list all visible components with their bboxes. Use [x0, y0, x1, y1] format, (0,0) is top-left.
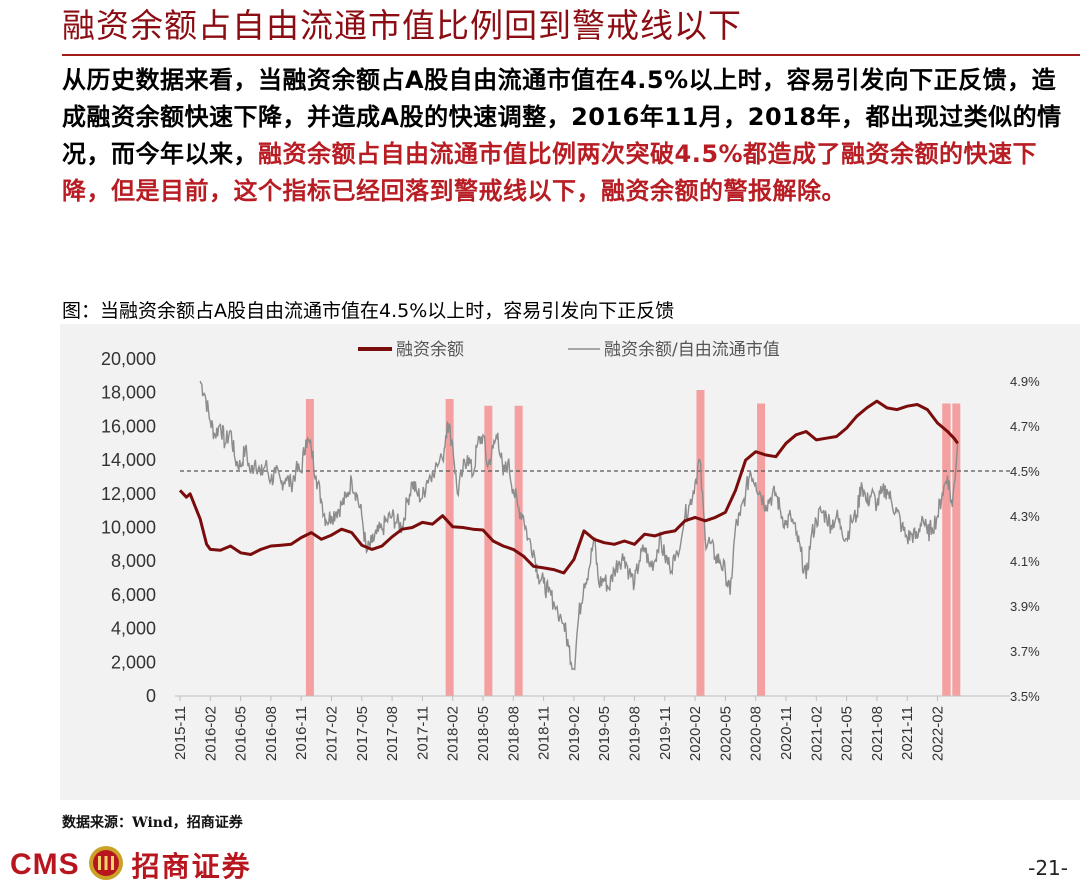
x-tick-label: 2016-05: [233, 706, 250, 761]
y-right-tick-label: 3.7%: [1010, 644, 1040, 659]
y-left-tick-label: 4,000: [111, 619, 156, 639]
alert-band-0: [305, 399, 314, 696]
x-tick-label: 2016-11: [293, 706, 310, 760]
series-margin-balance-line: [178, 399, 959, 575]
y-left-tick-label: 18,000: [101, 383, 156, 403]
data-source: 数据来源：Wind，招商证券: [62, 815, 243, 831]
alert-band-3: [514, 405, 523, 696]
x-tick-label: 2018-08: [505, 706, 522, 761]
y-right-tick-label: 3.5%: [1010, 689, 1040, 704]
alert-band-7: [952, 403, 961, 696]
logo-latin: CMS: [10, 848, 80, 881]
y-right-tick-label: 4.1%: [1010, 554, 1040, 569]
legend-label-series1: 融资余额: [396, 340, 464, 360]
x-tick-label: 2018-02: [445, 706, 462, 761]
logo-chinese: 招商证券: [131, 850, 252, 883]
alert-band-2: [484, 405, 493, 696]
y-right-tick-label: 4.9%: [1010, 374, 1040, 389]
x-tick-label: 2021-02: [808, 706, 825, 761]
alert-band-1: [445, 399, 454, 696]
y-right-tick-label: 4.7%: [1010, 419, 1040, 434]
x-tick-label: 2021-08: [869, 706, 886, 761]
x-tick-label: 2020-02: [687, 706, 704, 761]
title-divider: [62, 54, 1080, 56]
x-tick-label: 2019-02: [566, 706, 583, 761]
x-tick-label: 2020-08: [748, 706, 765, 761]
x-tick-label: 2019-08: [627, 706, 644, 761]
body-text-normal: 从历史数据来看，当融资余额占A股自由流通市值在4.5%以上时，容易引发向下正反馈…: [62, 66, 1062, 168]
x-tick-label: 2017-11: [414, 706, 431, 760]
y-left-tick-label: 10,000: [101, 518, 156, 538]
company-logo: CMS 招商证券: [10, 845, 252, 885]
y-left-tick-label: 6,000: [111, 585, 156, 605]
chart-caption: 图：当融资余额占A股自由流通市值在4.5%以上时，容易引发向下正反馈: [62, 300, 675, 322]
x-tick-label: 2017-05: [354, 706, 371, 761]
x-tick-label: 2021-11: [899, 706, 916, 760]
y-left-tick-label: 2,000: [111, 652, 156, 672]
x-tick-label: 2019-05: [596, 706, 613, 761]
legend-label-series2: 融资余额/自由流通市值: [604, 340, 780, 360]
page-number: -21-: [1028, 856, 1068, 880]
body-paragraph: 从历史数据来看，当融资余额占A股自由流通市值在4.5%以上时，容易引发向下正反馈…: [62, 62, 1070, 210]
series-ratio-line: [199, 380, 959, 671]
y-right-tick-label: 3.9%: [1010, 599, 1040, 614]
y-left-tick-label: 12,000: [101, 484, 156, 504]
x-tick-label: 2020-05: [717, 706, 734, 761]
chart-panel: 20,000 18,000 16,000 14,000 12,000 10,000 8,00…: [60, 324, 1080, 800]
y-left-tick-label: 20,000: [101, 349, 156, 369]
y-left-tick-label: 14,000: [101, 450, 156, 470]
x-tick-label: 2016-02: [202, 706, 219, 761]
x-tick-label: 2019-11: [657, 706, 674, 760]
alert-band-5: [757, 403, 766, 696]
y-right-tick-label: 4.3%: [1010, 509, 1040, 524]
alert-band-6: [942, 403, 951, 696]
logo-emblem-icon: [88, 845, 124, 885]
x-tick-label: 2015-11: [172, 706, 189, 760]
x-tick-label: 2020-11: [778, 706, 795, 760]
x-tick-label: 2021-05: [839, 706, 856, 761]
x-tick-label: 2017-02: [324, 706, 341, 761]
slide-title: 融资余额占自由流通市值比例回到警戒线以下: [62, 6, 742, 45]
x-tick-label: 2022-02: [930, 706, 947, 761]
y-left-tick-label: 8,000: [111, 551, 156, 571]
x-tick-label: 2017-08: [384, 706, 401, 761]
y-left-tick-label: 16,000: [101, 416, 156, 436]
x-tick-label: 2018-05: [475, 706, 492, 761]
y-right-tick-label: 4.5%: [1010, 464, 1040, 479]
chart: 20,000 18,000 16,000 14,000 12,000 10,000 8,00…: [101, 340, 1040, 761]
body-text-highlight: 融资余额占自由流通市值比例两次突破4.5%都造成了融资余额的快速下降，但是目前，…: [62, 140, 1038, 205]
y-left-tick-label: 0: [146, 686, 156, 706]
x-tick-label: 2016-08: [263, 706, 280, 761]
x-tick-label: 2018-11: [536, 706, 553, 760]
alert-band-4: [696, 390, 705, 696]
